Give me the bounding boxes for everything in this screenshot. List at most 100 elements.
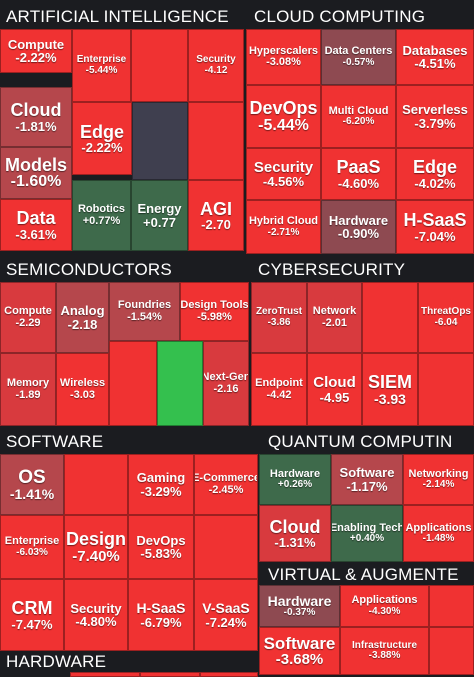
tile-cybersecurity-zerotrust[interactable]: ZeroTrust -3.86: [251, 282, 307, 353]
tile-software-v-saas[interactable]: V-SaaS -7.24%: [194, 579, 258, 651]
tile-name: Security: [196, 54, 236, 66]
tile-semiconductors-blank[interactable]: [109, 341, 157, 426]
tile-artificial-intelligence-blank[interactable]: [188, 102, 244, 180]
tile-cybersecurity-siem[interactable]: SIEM -3.93: [362, 353, 418, 426]
tile-value: -1.48%: [422, 533, 455, 545]
tile-cloud-computing-hyperscalers[interactable]: Hyperscalers -3.08%: [246, 29, 321, 85]
section-title-cloud-computing: CLOUD COMPUTING: [254, 7, 426, 26]
tile-software-devops[interactable]: DevOps -5.83%: [128, 515, 194, 579]
tile-software-enterprise[interactable]: Enterprise -6.03%: [0, 515, 64, 579]
tile-software-blank[interactable]: [64, 454, 128, 515]
tile-name: ThreatOps: [420, 306, 471, 318]
tile-cybersecurity-network[interactable]: Network -2.01: [307, 282, 362, 353]
tile-software-gaming[interactable]: Gaming -3.29%: [128, 454, 194, 515]
tile-value: -4.95: [319, 389, 350, 405]
tile-cloud-computing-edge[interactable]: Edge -4.02%: [396, 148, 474, 200]
tile-cloud-computing-hardware[interactable]: Hardware -0.90%: [321, 200, 396, 254]
tile-virtual-and-augmente-applications[interactable]: Applications -4.30%: [340, 585, 429, 627]
tile-name: H-SaaS: [136, 600, 186, 617]
tile-artificial-intelligence-compute[interactable]: Compute -2.22%: [0, 29, 72, 73]
tile-value: -7.24%: [205, 614, 247, 630]
tile-value: -5.44%: [85, 64, 118, 76]
tile-cloud-computing-security[interactable]: Security -4.56%: [246, 148, 321, 200]
tile-name: Models: [4, 154, 67, 175]
tile-value: -1.31%: [274, 535, 316, 551]
tile-semiconductors-next-gen[interactable]: Next-Gen -2.16: [203, 341, 249, 426]
tile-semiconductors-memory[interactable]: Memory -1.89: [0, 353, 56, 426]
tile-value: -3.68%: [275, 651, 324, 669]
tile-cloud-computing-data-centers[interactable]: Data Centers -0.57%: [321, 29, 396, 85]
tile-value: -2.14%: [422, 479, 455, 491]
tile-cloud-computing-multi-cloud[interactable]: Multi Cloud -6.20%: [321, 85, 396, 148]
tile-value: +0.26%: [277, 479, 313, 491]
tile-value: -3.08%: [266, 56, 301, 68]
tile-name: Software: [339, 465, 395, 481]
tile-cloud-computing-databases[interactable]: Databases -4.51%: [396, 29, 474, 85]
tile-cybersecurity-blank[interactable]: [362, 282, 418, 353]
tile-value: -2.70: [201, 217, 231, 233]
tile-software-e-commerce[interactable]: E-Commerce -2.45%: [194, 454, 258, 515]
tile-artificial-intelligence-agi[interactable]: AGI -2.70: [188, 180, 244, 251]
tile-name: Security: [253, 158, 314, 176]
tile-software-h-saas[interactable]: H-SaaS -6.79%: [128, 579, 194, 651]
tile-software-os[interactable]: OS -1.41%: [0, 454, 64, 515]
tile-virtual-and-augmente-software[interactable]: Software -3.68%: [259, 627, 340, 675]
tile-virtual-and-augmente-blank[interactable]: [429, 627, 474, 675]
tile-virtual-and-augmente-blank[interactable]: [429, 585, 474, 627]
tile-quantum-computin-software[interactable]: Software -1.17%: [331, 454, 403, 505]
tile-software-blank[interactable]: [194, 515, 258, 579]
tile-name: Infrastructure: [351, 639, 417, 651]
tile-quantum-computin-enabling-tech[interactable]: Enabling Tech +0.40%: [331, 505, 403, 562]
tile-quantum-computin-hardware[interactable]: Hardware +0.26%: [259, 454, 331, 505]
tile-semiconductors-wireless[interactable]: Wireless -3.03: [56, 353, 109, 426]
tile-semiconductors-blank[interactable]: [157, 341, 203, 426]
tile-artificial-intelligence-enterprise[interactable]: Enterprise -5.44%: [72, 29, 131, 102]
tile-semiconductors-design-tools[interactable]: Design Tools -5.98%: [180, 282, 249, 341]
tile-cloud-computing-h-saas[interactable]: H-SaaS -7.04%: [396, 200, 474, 254]
tile-name: Security: [70, 600, 122, 616]
tile-value: -5.83%: [140, 546, 182, 561]
tile-name: Foundries: [117, 299, 172, 312]
tile-software-crm[interactable]: CRM -7.47%: [0, 579, 64, 651]
tile-cybersecurity-blank[interactable]: [418, 353, 474, 426]
tile-quantum-computin-networking[interactable]: Networking -2.14%: [403, 454, 474, 505]
tile-value: -0.57%: [342, 56, 375, 68]
tile-artificial-intelligence-robotics[interactable]: Robotics +0.77%: [72, 180, 131, 251]
tile-name: Endpoint: [255, 377, 303, 390]
tile-value: -7.47%: [11, 616, 53, 632]
tile-semiconductors-analog[interactable]: Analog -2.18: [56, 282, 109, 353]
tile-artificial-intelligence-security[interactable]: Security -4.12: [188, 29, 244, 102]
tile-virtual-and-augmente-hardware[interactable]: Hardware -0.37%: [259, 585, 340, 627]
tile-artificial-intelligence-models[interactable]: Models -1.60%: [0, 147, 72, 199]
tile-cloud-computing-serverless[interactable]: Serverless -3.79%: [396, 85, 474, 148]
tile-quantum-computin-cloud[interactable]: Cloud -1.31%: [259, 505, 331, 562]
tile-value: +0.77: [143, 214, 176, 230]
tile-artificial-intelligence-cloud[interactable]: Cloud -1.81%: [0, 87, 72, 147]
tile-virtual-and-augmente-infrastructure[interactable]: Infrastructure -3.88%: [340, 627, 429, 675]
tile-artificial-intelligence-edge[interactable]: Edge -2.22%: [72, 102, 132, 175]
tile-semiconductors-foundries[interactable]: Foundries -1.54%: [109, 282, 180, 341]
tile-cloud-computing-paas[interactable]: PaaS -4.60%: [321, 148, 396, 200]
tile-name: Design Tools: [180, 299, 249, 312]
tile-cloud-computing-devops[interactable]: DevOps -5.44%: [246, 85, 321, 148]
tile-value: -5.98%: [197, 310, 232, 323]
tile-artificial-intelligence-blank[interactable]: [132, 102, 188, 180]
tile-semiconductors-compute[interactable]: Compute -2.29: [0, 282, 56, 353]
tile-artificial-intelligence-blank[interactable]: [131, 29, 188, 102]
tile-cybersecurity-endpoint[interactable]: Endpoint -4.42: [251, 353, 307, 426]
tile-name: Wireless: [59, 377, 106, 390]
tile-name: Hardware: [269, 467, 321, 480]
tile-software-design[interactable]: Design -7.40%: [64, 515, 128, 579]
tile-quantum-computin-applications[interactable]: Applications -1.48%: [403, 505, 474, 562]
tile-cybersecurity-threatops[interactable]: ThreatOps -6.04: [418, 282, 474, 353]
tile-name: OS: [18, 466, 46, 488]
tile-artificial-intelligence-energy[interactable]: Energy +0.77: [131, 180, 188, 251]
tile-name: Software: [263, 633, 336, 653]
tile-artificial-intelligence-data[interactable]: Data -3.61%: [0, 199, 72, 251]
tile-software-security[interactable]: Security -4.80%: [64, 579, 128, 651]
tile-cybersecurity-cloud[interactable]: Cloud -4.95: [307, 353, 362, 426]
tile-value: -7.04%: [414, 228, 456, 244]
tile-value: -4.51%: [414, 56, 456, 71]
tile-value: -4.56%: [262, 174, 305, 190]
tile-cloud-computing-hybrid-cloud[interactable]: Hybrid Cloud -2.71%: [246, 200, 321, 254]
